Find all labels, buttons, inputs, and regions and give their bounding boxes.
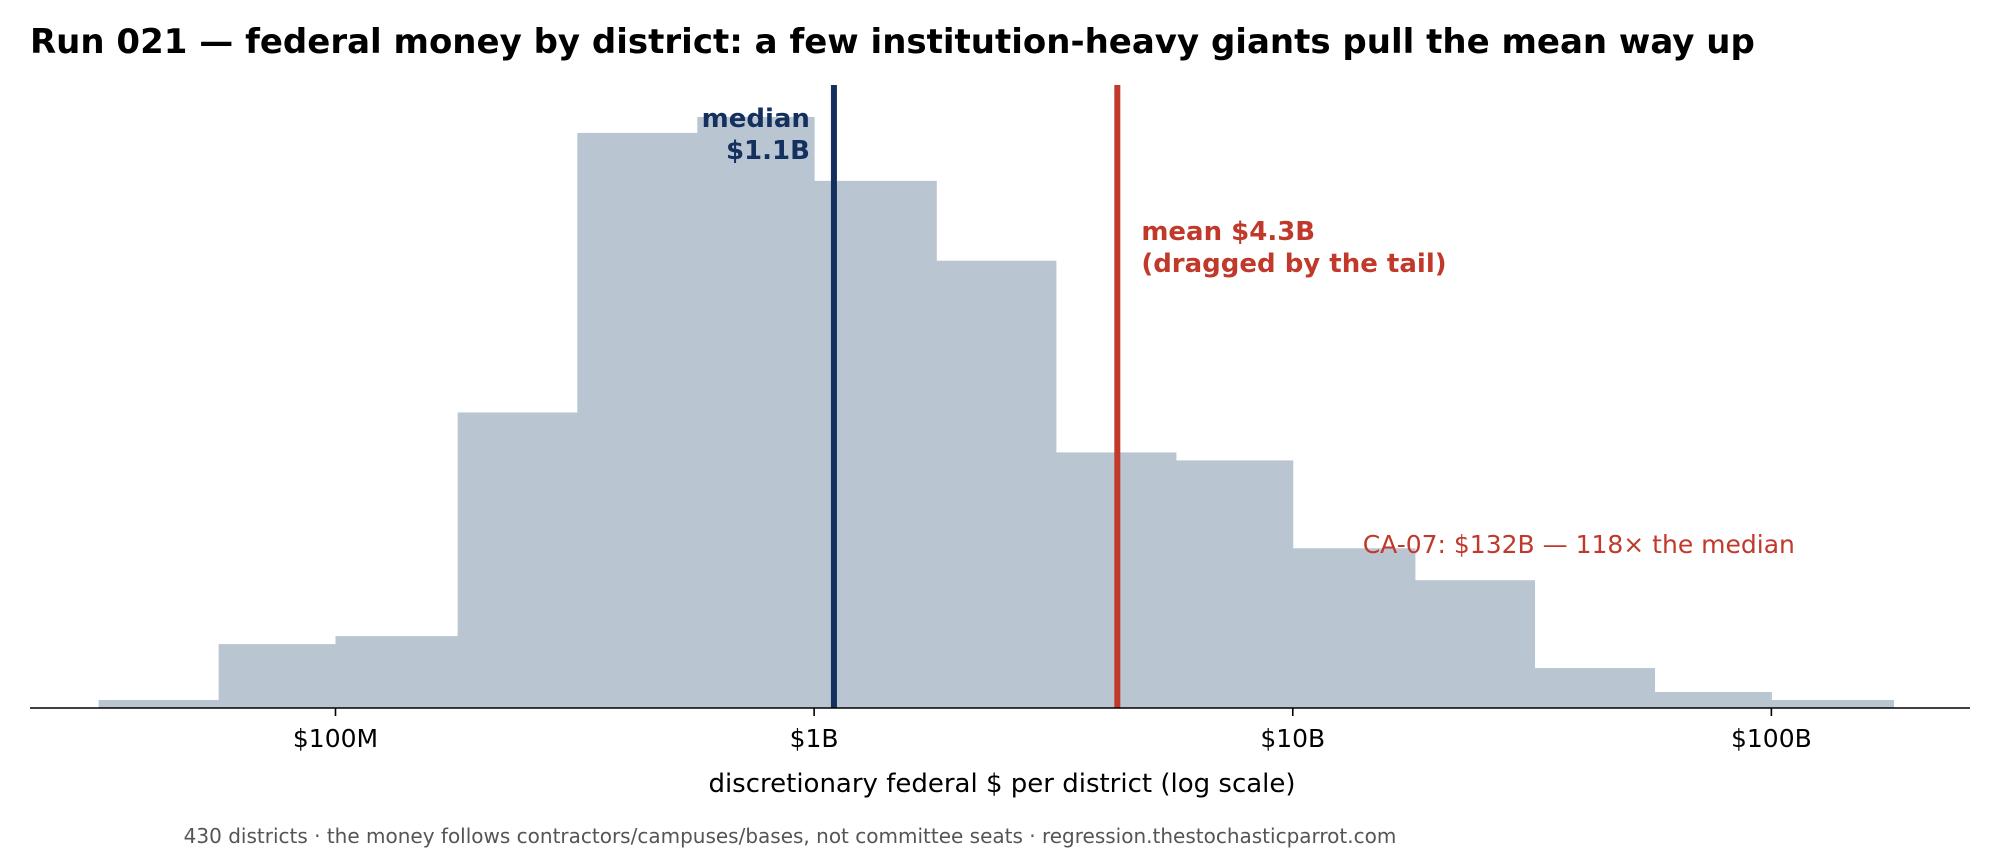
histogram-bar <box>1654 692 1772 708</box>
median-label-line1: median <box>702 104 810 134</box>
mean-label-line2: (dragged by the tail) <box>1141 249 1446 279</box>
histogram-bar <box>218 644 336 708</box>
histogram-bar <box>98 700 220 708</box>
x-tick-label: $100M <box>293 724 378 753</box>
mean-label-line1: mean $4.3B <box>1141 217 1315 247</box>
x-tick-label: $100B <box>1731 724 1812 753</box>
x-axis-ticks: $100M $1B $10B $100B <box>293 708 1812 753</box>
x-axis-label: discretionary federal $ per district (lo… <box>708 769 1295 799</box>
histogram-bar <box>335 636 459 708</box>
histogram-bar <box>1414 580 1536 708</box>
bars-layer <box>98 116 1895 708</box>
histogram-bar <box>1534 668 1656 708</box>
histogram-bar <box>457 412 578 708</box>
histogram-bar <box>936 260 1057 708</box>
footer-caption: 430 districts · the money follows contra… <box>183 824 1397 848</box>
histogram-bar <box>1292 548 1416 708</box>
x-tick-label: $1B <box>790 724 839 753</box>
histogram-bar <box>577 132 698 708</box>
ca07-annotation: CA-07: $132B — 118× the median <box>1363 530 1795 559</box>
chart-title: Run 021 — federal money by district: a f… <box>30 22 1755 62</box>
histogram-bar <box>697 116 815 708</box>
x-tick-label: $10B <box>1260 724 1325 753</box>
histogram-bar <box>1771 700 1895 708</box>
histogram-bar <box>1175 460 1294 708</box>
median-label-line2: $1.1B <box>726 136 810 166</box>
